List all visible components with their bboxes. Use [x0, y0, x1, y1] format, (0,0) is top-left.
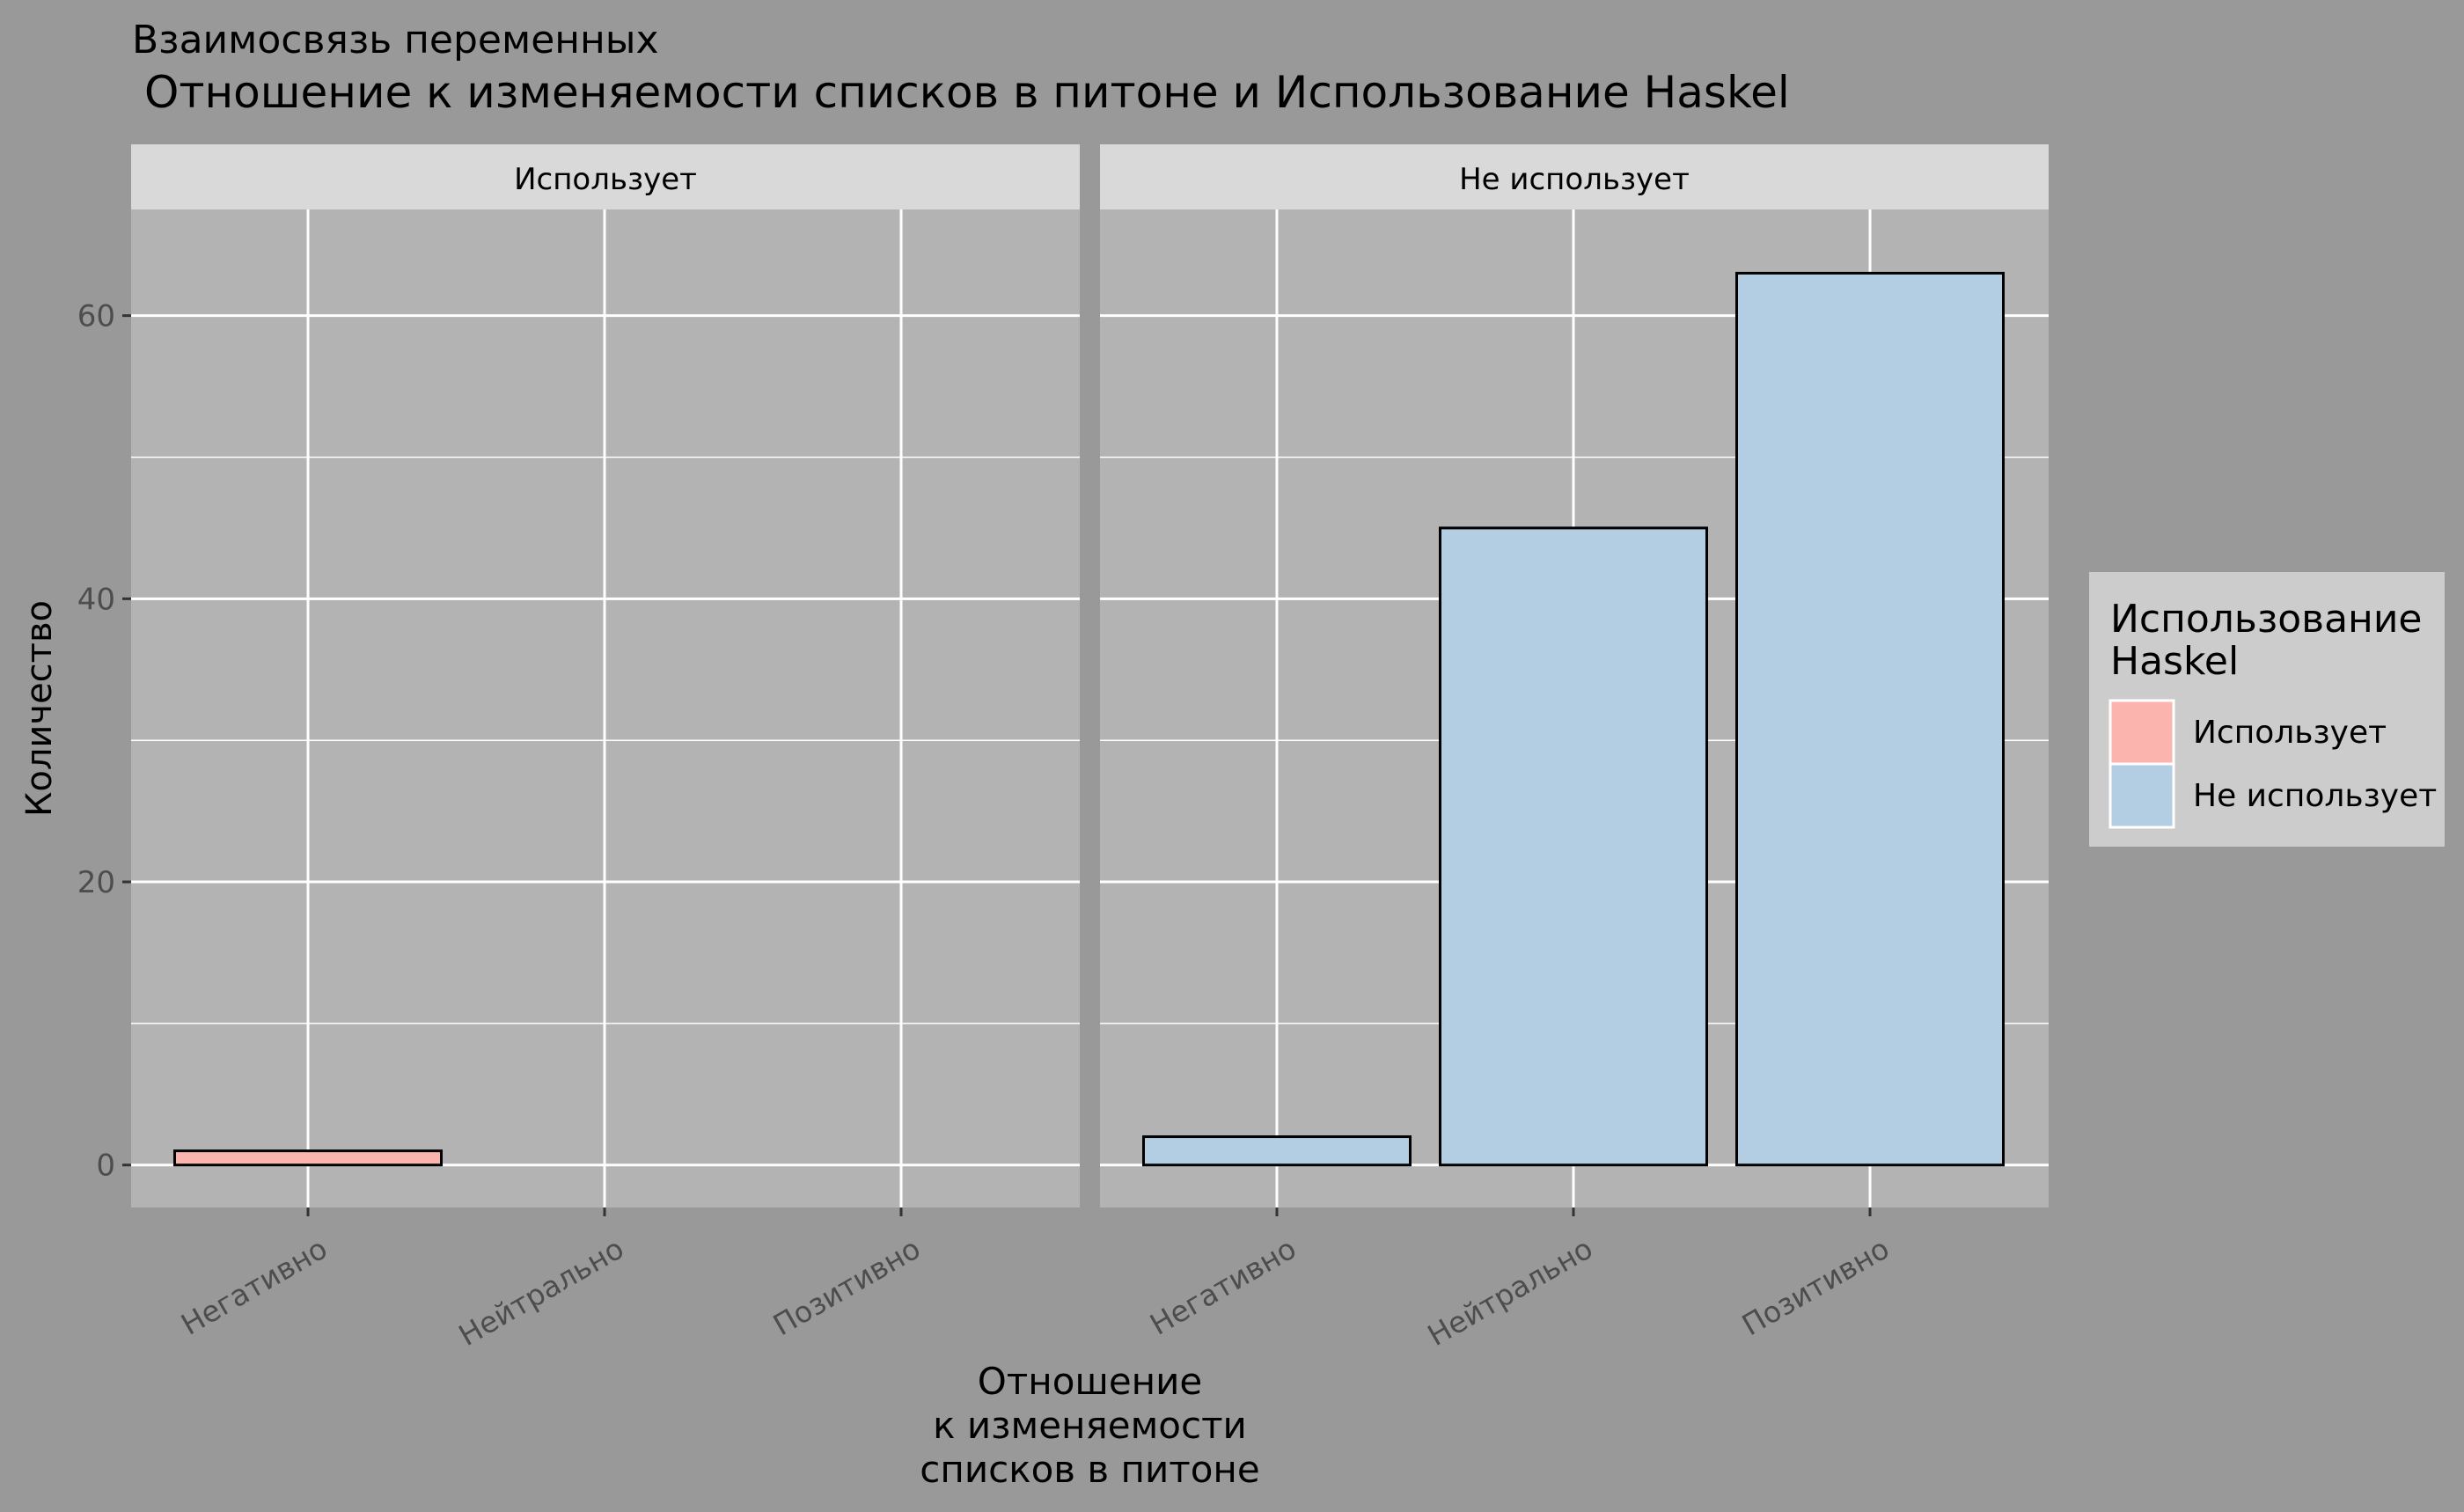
x-axis-label-line: к изменяемости — [933, 1404, 1247, 1447]
y-axis: 0 20 40 60 — [77, 299, 131, 1184]
facet-strip-label: Не использует — [1459, 162, 1690, 197]
legend-key — [2108, 699, 2175, 766]
bar — [173, 1149, 443, 1167]
legend-label: Не использует — [2193, 778, 2437, 814]
bar — [1439, 526, 1708, 1167]
legend-label: Использует — [2193, 715, 2387, 751]
legend-title: Использование — [2110, 597, 2423, 642]
y-tick-label: 20 — [77, 865, 115, 900]
y-tick-label: 0 — [96, 1149, 115, 1184]
facet-strip — [131, 144, 1080, 209]
y-axis-label: Количество — [19, 600, 60, 817]
legend-title: Haskel — [2110, 639, 2239, 684]
chart-subtitle: Отношение к изменяемости списков в питон… — [144, 67, 1790, 118]
facet-strip — [1100, 144, 2049, 209]
y-tick-label: 40 — [77, 582, 115, 617]
x-axis-label-line: списков в питоне — [920, 1448, 1259, 1491]
facet-strip-label: Использует — [514, 162, 697, 197]
legend-key — [2108, 762, 2175, 829]
y-tick-label: 60 — [77, 299, 115, 334]
chart-title: Взаимосвязь переменных — [132, 18, 659, 62]
bar — [1142, 1135, 1412, 1167]
x-axis-label-line: Отношение — [978, 1360, 1203, 1403]
bar — [1735, 271, 2005, 1167]
